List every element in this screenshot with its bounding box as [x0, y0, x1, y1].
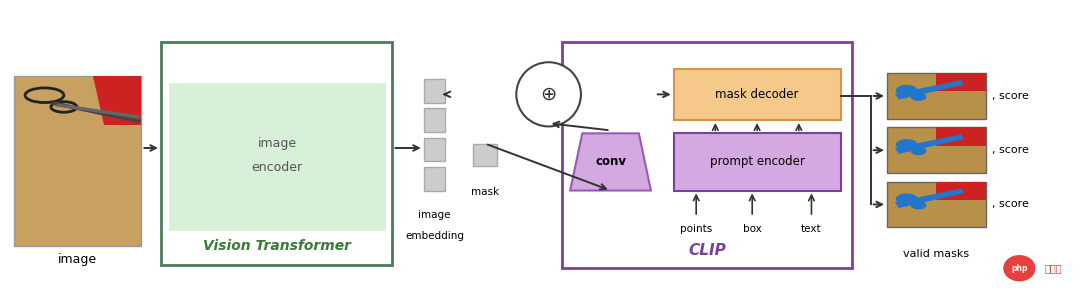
Polygon shape [51, 101, 141, 123]
Text: encoder: encoder [252, 160, 302, 173]
Polygon shape [570, 133, 651, 191]
Text: CLIP: CLIP [688, 243, 726, 258]
Ellipse shape [910, 147, 927, 155]
Bar [161, 42, 392, 265]
Bar [936, 128, 986, 146]
Bar [14, 76, 141, 246]
Text: conv: conv [595, 155, 626, 168]
Text: , score: , score [993, 91, 1029, 101]
Text: embedding: embedding [405, 231, 464, 241]
Bar [936, 182, 986, 200]
Ellipse shape [910, 201, 927, 210]
Text: , score: , score [993, 199, 1029, 209]
Bar [423, 79, 445, 102]
Polygon shape [895, 134, 964, 154]
Text: mask decoder: mask decoder [715, 88, 799, 101]
Text: php: php [1011, 264, 1027, 273]
Bar [562, 42, 852, 268]
Text: image: image [58, 253, 97, 266]
Text: image: image [258, 137, 297, 150]
Polygon shape [55, 103, 141, 119]
Text: 中文网: 中文网 [1044, 263, 1062, 273]
Text: mask: mask [471, 187, 499, 197]
Text: valid masks: valid masks [903, 249, 970, 259]
Polygon shape [895, 189, 964, 208]
Text: text: text [801, 224, 822, 234]
Text: image: image [418, 210, 450, 221]
Polygon shape [895, 80, 964, 99]
Bar [887, 182, 986, 227]
Bar [887, 73, 986, 119]
Polygon shape [93, 76, 141, 125]
Bar [936, 73, 986, 91]
Bar [423, 108, 445, 132]
Bar [674, 133, 840, 191]
Ellipse shape [895, 139, 918, 150]
Text: , score: , score [993, 145, 1029, 155]
Text: prompt encoder: prompt encoder [710, 155, 805, 168]
Bar [674, 69, 840, 120]
Bar [887, 128, 986, 173]
Text: ⊕: ⊕ [540, 85, 557, 104]
Ellipse shape [895, 85, 918, 96]
Text: box: box [743, 224, 761, 234]
Bar [423, 167, 445, 191]
Ellipse shape [910, 93, 927, 101]
Text: points: points [680, 224, 713, 234]
Bar [423, 138, 445, 161]
Text: Vision Transformer: Vision Transformer [203, 239, 351, 253]
Bar [473, 144, 497, 165]
Ellipse shape [895, 193, 918, 205]
Ellipse shape [516, 62, 581, 126]
Bar [170, 83, 384, 230]
Ellipse shape [1003, 255, 1036, 281]
